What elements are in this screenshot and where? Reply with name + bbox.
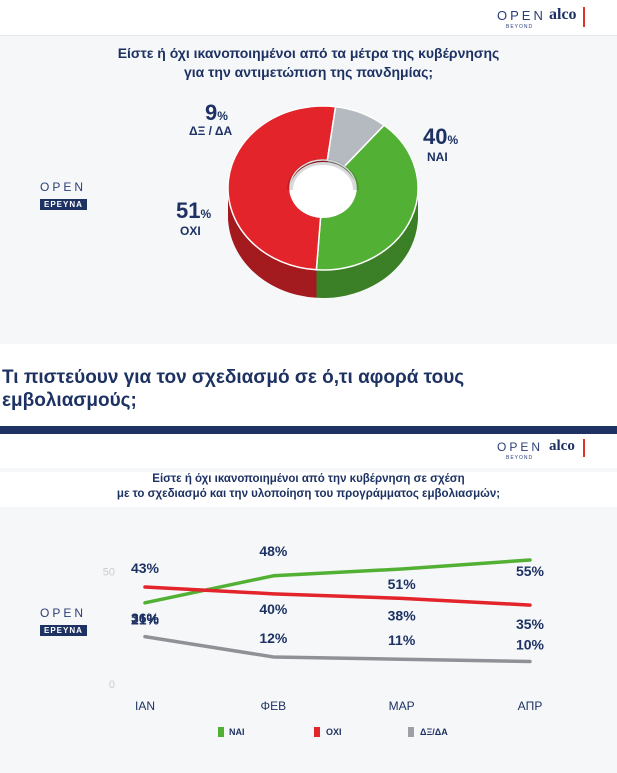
slice-label-dxda: 9% ΔΞ / ΔΑ — [189, 100, 232, 138]
beyond-text: BEYOND — [506, 455, 534, 461]
x-tick-label: ΙΑΝ — [135, 699, 155, 713]
open-erevna-logo: OPEN ΕΡΕΥΝΑ — [40, 180, 87, 212]
line-chart-title: Είστε ή όχι ικανοποιημένοι από την κυβέρ… — [0, 472, 617, 507]
panel-header: OPEN BEYOND alco — [0, 0, 617, 36]
y-tick-label: 0 — [109, 679, 115, 691]
slice-label-ochi: 51% ΟΧΙ — [176, 198, 212, 238]
line-series-2 — [143, 634, 532, 664]
erevna-badge: ΕΡΕΥΝΑ — [40, 199, 87, 210]
x-tick-label: ΑΠΡ — [518, 699, 543, 713]
panel-navy-strip — [0, 426, 617, 434]
x-tick-label: ΜΑΡ — [389, 699, 415, 713]
slice-label-nai: 40% ΝΑΙ — [423, 124, 459, 164]
y-tick-label: 50 — [103, 566, 115, 578]
legend-label-dxda: ΔΞ/ΔΑ — [420, 727, 448, 737]
data-label-s1-p3: 35% — [516, 616, 545, 632]
legend-swatch-nai — [218, 727, 224, 737]
pie-chart-title-line2: για την αντιμετώπιση της πανδημίας; — [183, 64, 434, 80]
open-logo-text: OPEN — [40, 180, 87, 194]
data-label-s2-p1: 12% — [259, 630, 288, 646]
slice-category-ochi: ΟΧΙ — [180, 224, 201, 238]
open-beyond-logo: OPEN — [497, 440, 544, 454]
donut-hole — [290, 162, 356, 218]
slice-unit-ochi: % — [200, 207, 212, 221]
legend-label-ochi: ΟΧΙ — [326, 727, 342, 737]
section-heading-line1: Τι πιστεύουν για τον σχεδιασμό σε ό,τι α… — [2, 367, 465, 388]
line-chart-title-line2: με το σχεδιασμό και την υλοποίηση του πρ… — [116, 488, 501, 500]
pie-chart-panel: OPEN BEYOND alco Είστε ή όχι ικανοποιημέ… — [0, 0, 617, 344]
data-label-s1-p2: 38% — [388, 607, 417, 623]
x-tick-label: ΦΕΒ — [261, 699, 287, 713]
line-series-1 — [143, 585, 532, 607]
slice-value-nai: 40 — [423, 124, 448, 149]
beyond-text: BEYOND — [506, 24, 534, 30]
panel-header: OPEN BEYOND alco — [0, 434, 617, 468]
slice-unit-nai: % — [447, 133, 459, 147]
line-chart-title-line1: Είστε ή όχι ικανοποιημένοι από την κυβέρ… — [152, 473, 465, 485]
open-beyond-logo: OPEN — [497, 8, 546, 23]
alco-logo: alco — [549, 6, 577, 23]
open-erevna-logo: OPEN ΕΡΕΥΝΑ — [40, 606, 87, 638]
data-label-s1-p0: 43% — [131, 560, 160, 576]
slice-unit-dxda: % — [217, 109, 228, 123]
pie-chart-title: Είστε ή όχι ικανοποιημένοι από τα μέτρα … — [0, 44, 617, 82]
line-chart-series — [143, 558, 532, 664]
line-chart-axis: 0 50 ΙΑΝ ΦΕΒ ΜΑΡ ΑΠΡ — [103, 566, 543, 713]
erevna-badge: ΕΡΕΥΝΑ — [40, 625, 87, 636]
slice-category-nai: ΝΑΙ — [427, 150, 448, 164]
section-heading-line2: εμβολιασμούς; — [2, 390, 137, 411]
line-chart-labels: 36% 48% 51% 55% 43% 40% 38% 35% 21% 12% 11% 10% — [131, 543, 545, 653]
slice-value-dxda: 9 — [205, 100, 218, 125]
donut-hole-shadow — [287, 159, 359, 191]
slice-category-dxda: ΔΞ / ΔΑ — [189, 124, 233, 138]
pie-chart-title-line1: Είστε ή όχι ικανοποιημένοι από τα μέτρα … — [117, 45, 500, 61]
data-label-s2-p2: 11% — [388, 632, 416, 648]
donut-slice-2 — [326, 105, 386, 168]
legend-swatch-dxda — [408, 727, 414, 737]
slice-value-ochi: 51 — [176, 198, 201, 223]
brand-divider — [583, 7, 585, 27]
legend-swatch-ochi — [314, 727, 320, 737]
brand-divider — [583, 439, 585, 457]
data-label-s2-p3: 10% — [516, 636, 545, 652]
data-label-s1-p1: 40% — [259, 601, 288, 617]
data-label-s0-p3: 55% — [516, 563, 545, 579]
section-heading: Τι πιστεύουν για τον σχεδιασμό σε ό,τι α… — [0, 366, 617, 412]
data-label-s2-p0: 21% — [131, 612, 160, 628]
data-label-s0-p1: 48% — [259, 543, 288, 559]
legend-label-nai: ΝΑΙ — [229, 727, 245, 737]
open-logo-text: OPEN — [40, 606, 87, 620]
donut-slices — [227, 105, 419, 271]
data-label-s0-p2: 51% — [388, 576, 417, 592]
line-chart-panel: OPEN BEYOND alco Είστε ή όχι ικανοποιημέ… — [0, 426, 617, 773]
alco-logo: alco — [549, 438, 575, 454]
data-label-s0-p0: 36% — [131, 610, 160, 626]
line-chart: 0 50 ΙΑΝ ΦΕΒ ΜΑΡ ΑΠΡ 36% 48% 51% 55% 43% 40% 38% 35%… — [103, 543, 545, 713]
donut-chart — [227, 105, 419, 298]
